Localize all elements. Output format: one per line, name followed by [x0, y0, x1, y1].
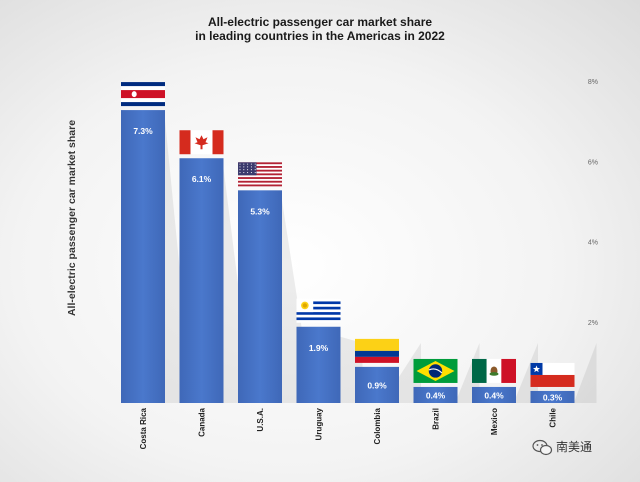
x-category-label: Costa Rica	[139, 407, 148, 449]
chart-title-line-2: in leading countries in the Americas in …	[195, 29, 445, 43]
colombia-flag-icon	[355, 338, 399, 363]
bar-u-s-a	[238, 190, 282, 403]
x-category-label: Mexico	[490, 408, 499, 435]
bar-costa-rica	[121, 110, 165, 404]
bars: 7.3% 6.1% 5.3% 1.9% 0.9% 0.4% 0.4% 0.3%	[121, 82, 597, 404]
x-category-label: Uruguay	[315, 407, 324, 440]
bar-colombia	[355, 366, 399, 403]
mexico-flag-icon	[472, 358, 516, 383]
bar-value-label: 0.9%	[367, 380, 387, 390]
bar-shadow	[574, 343, 597, 403]
x-axis-categories: Costa Rica Canada U.S.A. Uruguay Colombia Bra…	[139, 407, 558, 449]
y-tick-label: 4%	[588, 240, 598, 247]
bar-brazil	[413, 386, 458, 403]
x-category-label: U.S.A.	[256, 408, 265, 432]
bar-mexico	[472, 386, 516, 403]
bar-shadow	[516, 343, 538, 403]
bar-chile	[530, 390, 575, 403]
bar-value-label: 7.3%	[133, 126, 153, 136]
brazil-flag-icon	[413, 358, 458, 383]
y-axis-label: All-electric passenger car market share	[66, 120, 78, 316]
y-tick-label: 6%	[588, 159, 598, 166]
usa-flag-icon	[238, 162, 282, 187]
canada-flag-icon	[179, 130, 224, 155]
watermark: 南美通	[532, 439, 592, 456]
y-axis-ticks: 2% 4% 6% 8%	[588, 79, 598, 327]
chile-flag-icon	[530, 362, 575, 387]
y-tick-label: 8%	[588, 79, 598, 86]
y-tick-label: 2%	[588, 320, 598, 327]
bar-value-label: 1.9%	[309, 343, 329, 353]
costa-rica-flag-icon	[121, 82, 165, 107]
bar-value-label: 0.3%	[543, 392, 563, 402]
x-category-label: Colombia	[373, 407, 382, 444]
bar-value-label: 6.1%	[192, 174, 212, 184]
x-category-label: Chile	[549, 407, 558, 427]
uruguay-flag-icon	[296, 298, 341, 323]
bar-value-label: 0.4%	[426, 390, 446, 400]
bar-uruguay	[296, 326, 341, 403]
bar-value-label: 5.3%	[250, 206, 270, 216]
watermark-text: 南美通	[556, 439, 592, 454]
x-category-label: Brazil	[432, 408, 441, 430]
chart-title-line-1: All-electric passenger car market share	[208, 15, 432, 29]
wechat-icon	[532, 439, 553, 456]
bar-canada	[179, 158, 224, 403]
x-category-label: Canada	[198, 407, 207, 436]
bar-value-label: 0.4%	[484, 390, 504, 400]
